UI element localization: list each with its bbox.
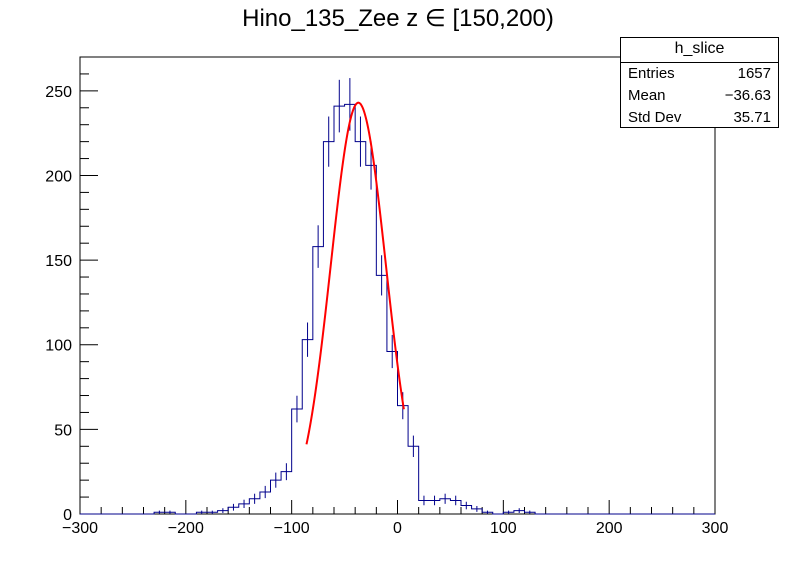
stats-box: h_slice Entries 1657 Mean −36.63 Std Dev… bbox=[620, 37, 779, 128]
stats-value: 35.71 bbox=[733, 109, 771, 126]
stats-label: Entries bbox=[628, 65, 675, 82]
stats-value: 1657 bbox=[737, 65, 771, 82]
stats-label: Std Dev bbox=[628, 109, 682, 126]
y-tick-label: 50 bbox=[54, 422, 72, 439]
x-tick-label: −200 bbox=[168, 520, 204, 537]
stats-row-stddev: Std Dev 35.71 bbox=[621, 107, 778, 129]
x-axis: −300 −200 −100 0 100 200 300 bbox=[62, 500, 728, 537]
x-tick-label: 200 bbox=[596, 520, 623, 537]
x-tick-label: 300 bbox=[702, 520, 729, 537]
gaussian-fit-curve bbox=[305, 101, 405, 445]
y-tick-label: 250 bbox=[45, 84, 72, 101]
y-tick-label: 0 bbox=[63, 507, 72, 524]
stats-row-mean: Mean −36.63 bbox=[621, 85, 778, 107]
y-tick-label: 150 bbox=[45, 253, 72, 270]
stats-label: Mean bbox=[628, 87, 666, 104]
x-tick-label: −300 bbox=[62, 520, 98, 537]
histogram-series bbox=[80, 103, 715, 515]
x-tick-label: 100 bbox=[490, 520, 517, 537]
x-tick-label: 0 bbox=[393, 520, 402, 537]
x-tick-label: −100 bbox=[274, 520, 310, 537]
chart-title: Hino_135_Zee z ∈ [150,200) bbox=[242, 5, 554, 32]
error-bars bbox=[158, 78, 531, 514]
stats-box-title: h_slice bbox=[621, 38, 778, 63]
stats-row-entries: Entries 1657 bbox=[621, 63, 778, 85]
stats-value: −36.63 bbox=[724, 87, 771, 104]
y-tick-label: 200 bbox=[45, 168, 72, 185]
y-axis: 0 50 100 150 200 250 bbox=[45, 56, 98, 524]
y-tick-label: 100 bbox=[45, 338, 72, 355]
